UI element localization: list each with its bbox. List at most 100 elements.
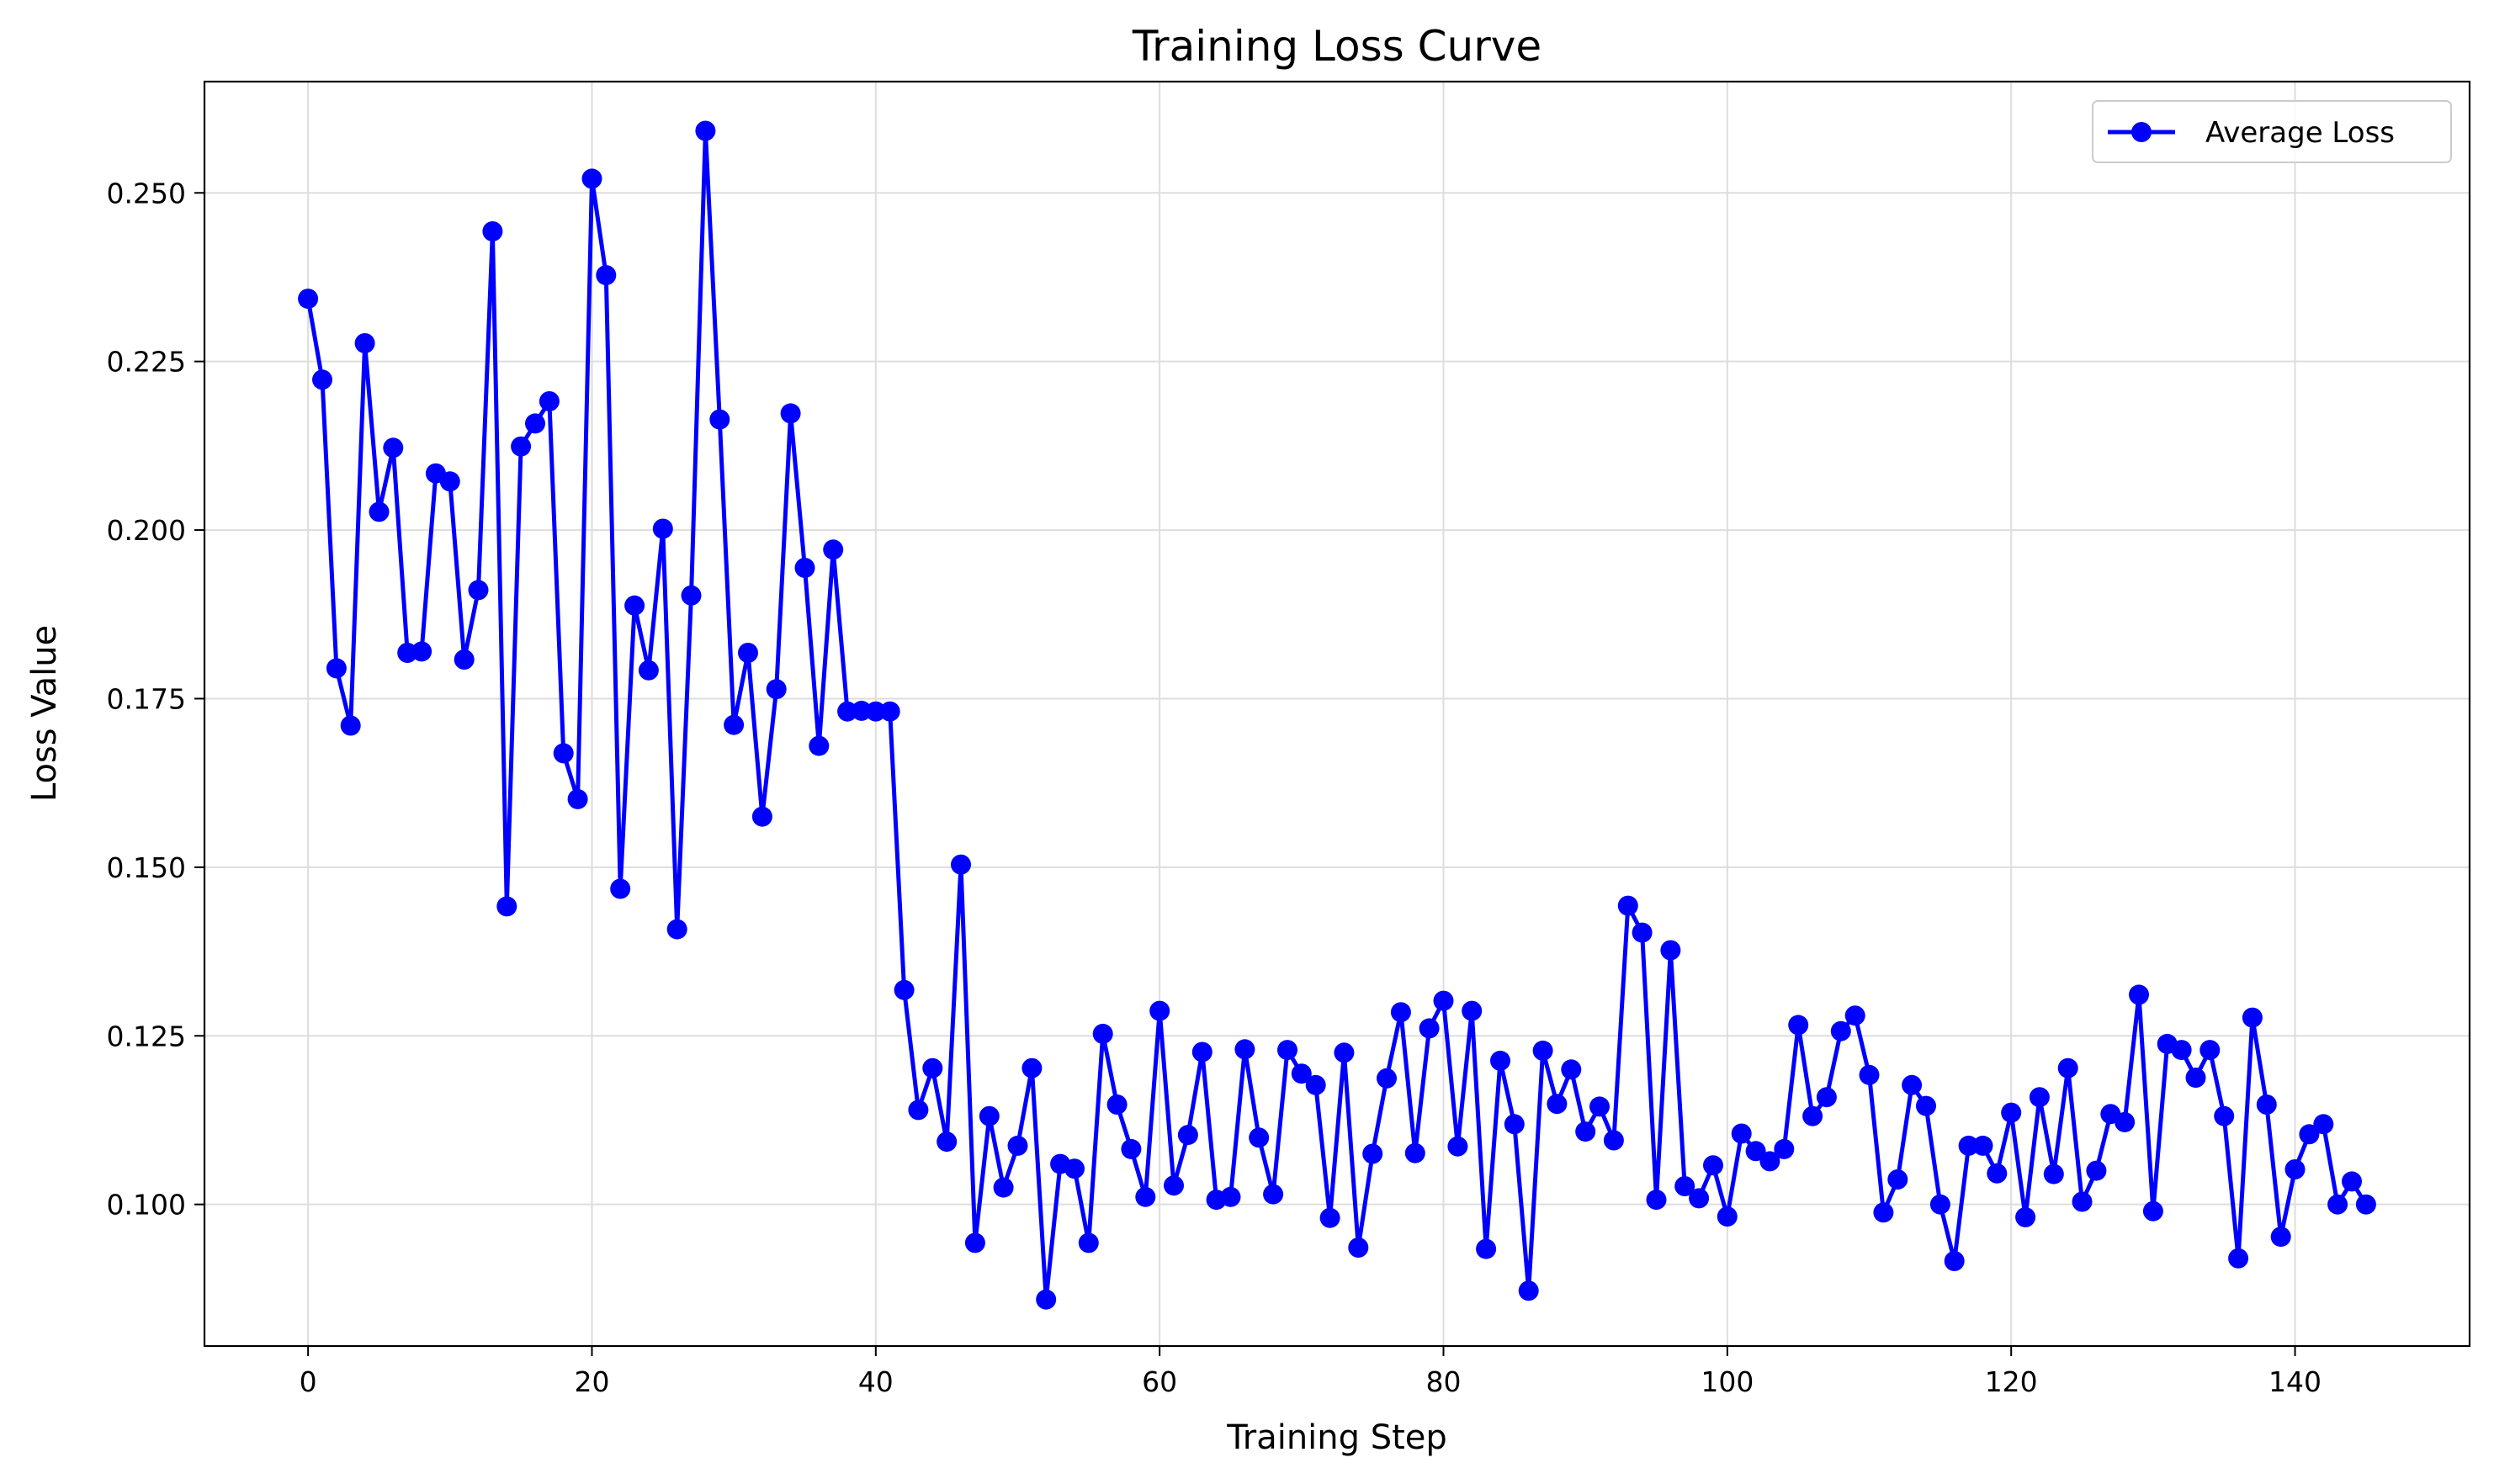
data-point bbox=[2001, 1102, 2022, 1123]
y-axis-ticks: 0.100 0.125 0.150 0.175 0.200 0.225 0.250 bbox=[107, 177, 204, 1222]
data-point bbox=[638, 660, 659, 681]
data-point bbox=[1987, 1163, 2008, 1184]
data-point bbox=[2313, 1114, 2334, 1135]
data-point bbox=[1291, 1063, 1312, 1084]
data-point bbox=[809, 735, 830, 756]
data-point bbox=[1377, 1068, 1397, 1089]
data-point bbox=[2185, 1068, 2206, 1088]
y-tick-label: 0.150 bbox=[107, 851, 186, 884]
data-point bbox=[2029, 1087, 2050, 1108]
x-tick-label: 80 bbox=[1426, 1365, 1462, 1398]
data-point bbox=[1944, 1251, 1965, 1271]
data-point bbox=[553, 743, 574, 764]
data-point bbox=[894, 979, 915, 1000]
data-point bbox=[1873, 1202, 1894, 1223]
data-point bbox=[2086, 1160, 2107, 1181]
data-point bbox=[1121, 1138, 1142, 1159]
data-point bbox=[2072, 1191, 2093, 1212]
data-point bbox=[1135, 1186, 1156, 1207]
data-point bbox=[482, 221, 503, 241]
data-point bbox=[2199, 1040, 2221, 1061]
data-point bbox=[1447, 1136, 1468, 1157]
y-axis-label: Loss Value bbox=[25, 625, 64, 802]
data-point bbox=[1263, 1184, 1284, 1205]
data-point bbox=[567, 788, 588, 809]
data-point bbox=[1703, 1155, 1723, 1176]
data-point bbox=[1859, 1064, 1880, 1085]
data-point bbox=[1717, 1206, 1738, 1227]
data-point bbox=[666, 919, 687, 940]
data-point bbox=[1277, 1040, 1297, 1061]
x-tick-label: 120 bbox=[1985, 1365, 2038, 1398]
data-point bbox=[2242, 1007, 2263, 1028]
data-point bbox=[766, 679, 787, 700]
y-tick-label: 0.200 bbox=[107, 514, 186, 547]
chart-title: Training Loss Curve bbox=[1132, 22, 1542, 71]
y-tick-label: 0.100 bbox=[107, 1189, 186, 1222]
data-point bbox=[709, 409, 730, 430]
data-point bbox=[1164, 1175, 1184, 1196]
data-point bbox=[681, 585, 702, 606]
legend-marker-sample bbox=[2131, 122, 2152, 142]
data-point bbox=[624, 595, 645, 616]
data-point bbox=[1036, 1289, 1057, 1310]
data-point bbox=[1419, 1018, 1440, 1039]
x-tick-label: 0 bbox=[300, 1365, 317, 1398]
data-point bbox=[2342, 1171, 2362, 1192]
series-line bbox=[305, 129, 2369, 1302]
legend: Average Loss bbox=[2092, 100, 2452, 163]
data-point bbox=[581, 168, 602, 189]
data-point bbox=[2057, 1057, 2078, 1079]
data-point bbox=[1234, 1039, 1255, 1060]
data-point bbox=[1689, 1188, 1710, 1209]
data-point bbox=[1802, 1105, 1823, 1126]
data-point bbox=[1305, 1074, 1326, 1095]
y-tick-label: 0.250 bbox=[107, 177, 186, 209]
data-point bbox=[1106, 1094, 1128, 1115]
legend-box bbox=[2092, 100, 2452, 163]
data-point bbox=[1603, 1130, 1624, 1151]
data-point bbox=[2043, 1163, 2064, 1185]
data-point bbox=[964, 1232, 985, 1253]
y-tick-label: 0.175 bbox=[107, 682, 186, 715]
data-point bbox=[951, 854, 971, 875]
x-tick-label: 140 bbox=[2268, 1365, 2322, 1398]
x-axis-label: Training Step bbox=[1226, 1418, 1447, 1457]
data-point bbox=[439, 471, 460, 492]
data-point bbox=[539, 391, 560, 411]
data-point bbox=[2228, 1248, 2249, 1269]
data-point bbox=[1220, 1186, 1241, 1207]
data-point bbox=[724, 714, 745, 735]
y-tick-label: 0.125 bbox=[107, 1020, 186, 1052]
data-point bbox=[1334, 1042, 1355, 1063]
data-point bbox=[2256, 1094, 2277, 1115]
legend-label: Average Loss bbox=[2205, 116, 2395, 150]
data-point bbox=[1490, 1050, 1510, 1071]
plot-area-frame bbox=[203, 80, 2471, 1348]
data-point bbox=[454, 649, 475, 670]
data-point bbox=[1674, 1176, 1695, 1196]
data-point bbox=[1575, 1121, 1596, 1142]
data-point bbox=[2284, 1159, 2306, 1179]
data-point bbox=[1887, 1169, 1908, 1190]
data-point bbox=[1504, 1114, 1525, 1135]
data-point bbox=[1844, 1005, 1865, 1026]
data-point bbox=[369, 501, 390, 522]
data-point bbox=[1958, 1135, 1979, 1156]
data-point bbox=[1476, 1238, 1497, 1259]
x-tick-label: 100 bbox=[1701, 1365, 1754, 1398]
data-point bbox=[922, 1057, 943, 1079]
data-point bbox=[525, 413, 545, 434]
data-point bbox=[511, 436, 532, 457]
data-point bbox=[1064, 1158, 1085, 1179]
data-point bbox=[1731, 1123, 1752, 1144]
data-point bbox=[1390, 1002, 1411, 1023]
data-point bbox=[2129, 984, 2149, 1005]
data-point bbox=[610, 878, 631, 899]
data-point bbox=[1774, 1138, 1795, 1159]
data-point bbox=[1007, 1135, 1028, 1156]
data-point bbox=[1433, 990, 1454, 1011]
data-point bbox=[1518, 1280, 1539, 1301]
data-point bbox=[312, 369, 332, 390]
